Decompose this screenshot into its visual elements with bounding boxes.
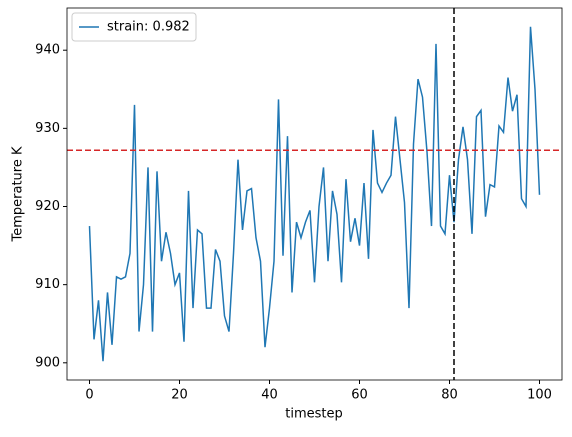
x-tick-label: 60 (351, 388, 368, 403)
legend-label: strain: 0.982 (107, 20, 190, 35)
x-axis-label: timestep (285, 407, 343, 422)
y-tick-label: 930 (35, 121, 60, 136)
y-tick-label: 940 (35, 43, 60, 58)
x-tick-label: 80 (441, 388, 458, 403)
x-tick-label: 40 (261, 388, 278, 403)
plot-frame (66, 7, 563, 381)
y-tick-label: 900 (35, 355, 60, 370)
y-tick-label: 910 (35, 277, 60, 292)
line (88, 26, 541, 362)
x-tick-label: 100 (527, 388, 552, 403)
y-axis-label: Temperature K (11, 146, 26, 242)
y-tick-label: 920 (35, 199, 60, 214)
legend-box (71, 12, 197, 42)
x-tick-label: 0 (85, 388, 93, 403)
x-tick-label: 20 (171, 388, 188, 403)
